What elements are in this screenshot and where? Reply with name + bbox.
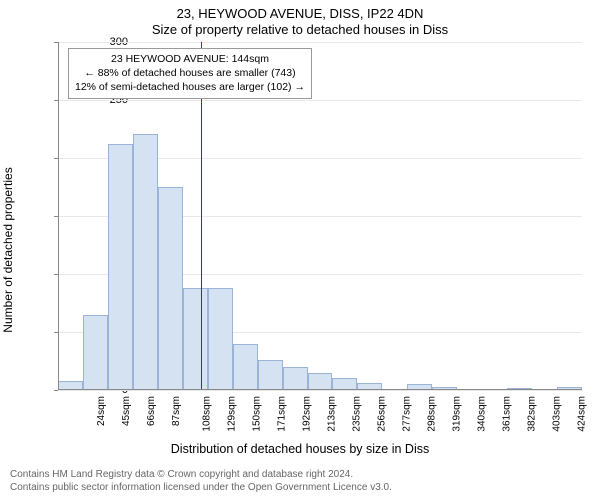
bar [183,288,208,390]
title-line-2: Size of property relative to detached ho… [152,22,448,37]
plot-area: 23 HEYWOOD AVENUE: 144sqm← 88% of detach… [58,42,582,390]
bar [233,344,258,390]
x-tick-label: 403sqm [551,396,562,432]
x-tick-label: 129sqm [227,396,238,432]
gridline [58,100,582,101]
annotation-line: 12% of semi-detached houses are larger (… [75,80,305,94]
x-axis-label: Distribution of detached houses by size … [171,442,429,456]
x-tick-label: 87sqm [171,396,182,426]
x-tick-label: 45sqm [121,396,132,426]
chart-container: 23, HEYWOOD AVENUE, DISS, IP22 4DN Size … [0,0,600,500]
bar [83,315,108,390]
bar [283,367,308,390]
y-axis-label: Number of detached properties [1,167,15,332]
x-tick-label: 256sqm [377,396,388,432]
x-tick-label: 171sqm [277,396,288,432]
x-tick-label: 319sqm [451,396,462,432]
x-tick-label: 340sqm [476,396,487,432]
x-tick-label: 213sqm [327,396,338,432]
x-axis-line [58,389,582,390]
x-tick-label: 66sqm [146,396,157,426]
bar [258,360,283,390]
x-tick-label: 382sqm [526,396,537,432]
footer-line-2: Contains public sector information licen… [10,481,392,494]
annotation-box: 23 HEYWOOD AVENUE: 144sqm← 88% of detach… [68,48,312,99]
annotation-line: 23 HEYWOOD AVENUE: 144sqm [75,52,305,66]
bar [108,144,133,390]
title-line-1: 23, HEYWOOD AVENUE, DISS, IP22 4DN [177,6,424,21]
footer-attribution: Contains HM Land Registry data © Crown c… [10,468,392,494]
bar [308,373,333,390]
x-tick-label: 361sqm [501,396,512,432]
footer-line-1: Contains HM Land Registry data © Crown c… [10,468,392,481]
x-tick-label: 24sqm [96,396,107,426]
y-axis-line [58,42,59,390]
annotation-line: ← 88% of detached houses are smaller (74… [75,66,305,80]
bar [208,288,233,390]
x-tick-label: 192sqm [302,396,313,432]
gridline [58,390,582,391]
bar [158,187,183,390]
x-tick-label: 235sqm [352,396,363,432]
x-tick-label: 424sqm [576,396,587,432]
bar [133,134,158,390]
x-tick-label: 298sqm [426,396,437,432]
gridline [58,42,582,43]
x-tick-label: 277sqm [401,396,412,432]
x-tick-label: 108sqm [202,396,213,432]
x-tick-label: 150sqm [252,396,263,432]
